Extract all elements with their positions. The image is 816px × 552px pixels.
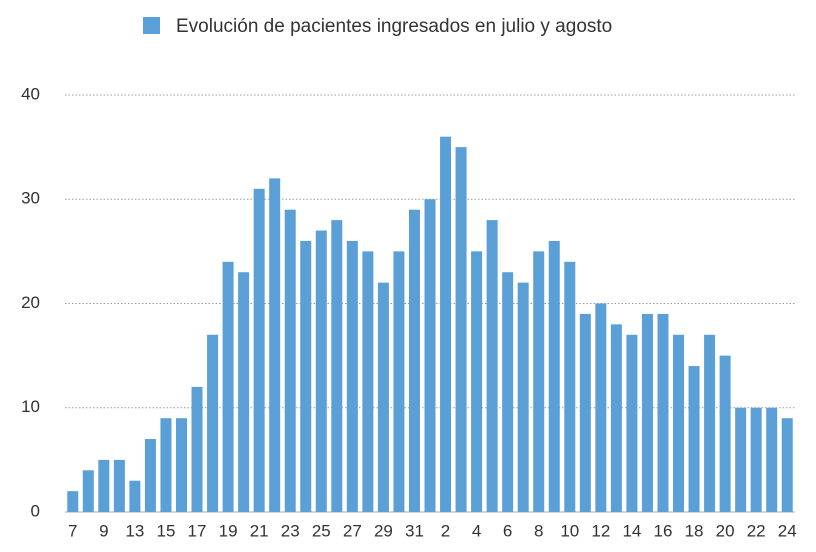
y-tick-label: 40: [21, 84, 40, 103]
bar: [673, 334, 685, 512]
x-tick-label: 19: [219, 521, 238, 540]
bar: [175, 418, 187, 512]
bar: [502, 272, 514, 512]
bar: [222, 261, 234, 512]
x-tick-label: 18: [685, 521, 704, 540]
x-tick-label: 7: [68, 521, 77, 540]
x-tick-label: 14: [622, 521, 641, 540]
bar: [424, 199, 436, 512]
bar: [517, 282, 529, 512]
bar: [129, 480, 141, 512]
bar: [113, 459, 125, 512]
bar: [564, 261, 576, 512]
bar: [455, 147, 467, 512]
x-tick-label: 13: [125, 521, 144, 540]
x-tick-label: 4: [472, 521, 481, 540]
x-tick-label: 23: [281, 521, 300, 540]
bar: [300, 240, 312, 512]
bar: [704, 334, 716, 512]
bar: [595, 303, 607, 512]
x-tick-label: 20: [716, 521, 735, 540]
bar: [393, 251, 405, 512]
bar: [144, 439, 156, 512]
bar: [191, 386, 203, 512]
bar: [346, 240, 358, 512]
bar: [207, 334, 219, 512]
x-tick-label: 12: [591, 521, 610, 540]
bar: [238, 272, 250, 512]
x-tick-label: 6: [503, 521, 512, 540]
bar: [579, 313, 591, 512]
x-tick-label: 10: [560, 521, 579, 540]
y-tick-label: 0: [31, 501, 40, 520]
bar: [610, 324, 622, 512]
y-tick-label: 20: [21, 293, 40, 312]
bar: [486, 220, 498, 512]
y-tick-label: 10: [21, 397, 40, 416]
bar: [657, 313, 669, 512]
x-tick-label: 24: [778, 521, 797, 540]
x-tick-label: 29: [374, 521, 393, 540]
bar: [626, 334, 638, 512]
bar: [408, 209, 420, 513]
bar: [735, 407, 747, 512]
legend-label: Evolución de pacientes ingresados en jul…: [176, 16, 612, 37]
x-tick-label: 15: [156, 521, 175, 540]
bar: [641, 313, 653, 512]
bar: [781, 418, 793, 512]
x-tick-label: 17: [188, 521, 207, 540]
x-tick-label: 25: [312, 521, 331, 540]
bar: [471, 251, 483, 512]
y-tick-label: 30: [21, 189, 40, 208]
x-tick-label: 9: [99, 521, 108, 540]
x-tick-label: 2: [441, 521, 450, 540]
x-tick-label: 27: [343, 521, 362, 540]
x-tick-label: 8: [534, 521, 543, 540]
bar: [719, 355, 731, 512]
x-tick-label: 21: [250, 521, 269, 540]
x-tick-label: 31: [405, 521, 424, 540]
bar: [377, 282, 389, 512]
bar: [284, 209, 296, 513]
x-tick-label: 16: [654, 521, 673, 540]
bar: [750, 407, 762, 512]
bar: [533, 251, 545, 512]
bar: [362, 251, 374, 512]
bar: [98, 459, 110, 512]
x-tick-label: 22: [747, 521, 766, 540]
bar: [315, 230, 327, 512]
bar: [253, 188, 265, 512]
bar: [67, 491, 79, 512]
bar: [440, 136, 452, 512]
bar: [331, 220, 343, 512]
bar: [766, 407, 778, 512]
bar: [548, 240, 560, 512]
bar: [160, 418, 172, 512]
bar: [688, 366, 700, 512]
bar: [269, 178, 281, 512]
legend-swatch: [143, 17, 160, 34]
bar: [82, 470, 94, 512]
